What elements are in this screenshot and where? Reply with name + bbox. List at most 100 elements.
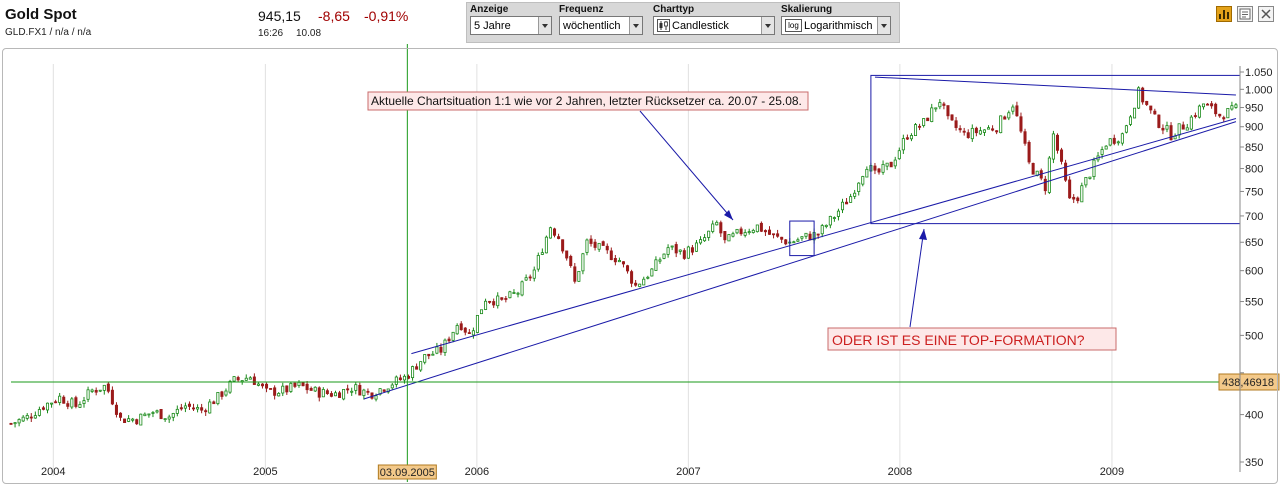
candle — [41, 405, 45, 411]
candle-body — [277, 393, 281, 397]
candle-body — [1120, 133, 1124, 144]
candle-body — [1003, 116, 1007, 120]
price-change: -8,65 — [318, 8, 350, 24]
candle-body — [289, 382, 293, 392]
candle — [212, 400, 216, 405]
candle — [755, 224, 759, 233]
candle-body — [966, 132, 970, 138]
candle — [918, 123, 922, 131]
instrument-subtitle: GLD.FX1 / n/a / n/a — [5, 27, 92, 38]
candle — [281, 382, 285, 397]
candle — [192, 403, 196, 412]
skalierung-select[interactable]: log Logarithmisch — [781, 16, 891, 35]
candle-body — [427, 353, 431, 357]
candle — [118, 412, 123, 421]
candle — [135, 418, 139, 425]
candle — [1234, 103, 1238, 109]
candle — [167, 414, 171, 423]
candle-body — [792, 241, 796, 244]
candle — [540, 248, 544, 255]
candle — [508, 290, 512, 299]
price-chart[interactable]: 03.09.2005 438,46918 350 400 500 550 600 650 70… — [0, 44, 1280, 486]
candle-body — [557, 236, 561, 239]
candle — [451, 331, 455, 343]
bar-chart-icon[interactable] — [1216, 6, 1232, 22]
candle-body — [208, 401, 212, 414]
candle — [845, 198, 849, 205]
candle-body — [974, 127, 978, 134]
chart-area: 03.09.2005 438,46918 350 400 500 550 600 650 70… — [0, 44, 1280, 486]
candle-body — [528, 276, 532, 279]
candle-body — [13, 422, 17, 425]
candle-body — [553, 228, 557, 236]
candle — [589, 235, 593, 247]
candle — [780, 236, 784, 244]
charttyp-select[interactable]: Candlestick — [653, 16, 775, 35]
chevron-down-icon[interactable] — [629, 17, 642, 34]
candle-body — [536, 255, 540, 270]
candle-body — [74, 397, 78, 407]
chevron-down-icon[interactable] — [877, 17, 890, 34]
close-icon[interactable] — [1258, 6, 1274, 22]
candle-body — [475, 315, 479, 333]
candle-body — [402, 375, 406, 381]
candle-body — [674, 244, 678, 254]
frequenz-value: wöchentlich — [563, 20, 621, 32]
candle-body — [889, 161, 893, 168]
candle — [475, 315, 479, 334]
candle — [950, 114, 954, 121]
chevron-down-icon[interactable] — [761, 17, 774, 34]
candle — [690, 244, 694, 256]
candle-body — [1201, 103, 1206, 108]
candle — [970, 124, 974, 142]
candle — [703, 234, 707, 242]
candle — [853, 189, 857, 200]
candle — [995, 130, 999, 135]
candle — [492, 298, 496, 308]
candle-body — [581, 253, 585, 272]
candle — [553, 227, 557, 238]
candle — [674, 241, 678, 258]
candle-body — [1007, 112, 1011, 119]
candle — [1011, 104, 1015, 115]
candle-body — [1100, 149, 1104, 155]
candle — [463, 327, 467, 336]
candle — [569, 254, 573, 268]
candle-body — [362, 389, 366, 396]
candle-body — [905, 137, 909, 140]
candle — [978, 126, 982, 136]
candle — [455, 323, 459, 335]
candle — [832, 216, 836, 222]
candle — [1088, 176, 1092, 180]
candle-body — [520, 281, 524, 296]
candle — [609, 247, 613, 261]
candle-body — [447, 338, 451, 342]
candle-body — [780, 236, 784, 240]
candle-body — [459, 323, 463, 331]
candle-body — [1218, 113, 1222, 117]
candle-body — [439, 346, 443, 353]
news-icon[interactable] — [1237, 6, 1253, 22]
candle — [459, 321, 463, 331]
annotation-arrow-head — [724, 210, 733, 220]
candle — [735, 228, 739, 235]
candle — [1181, 121, 1185, 130]
crosshair-y-label: 438,46918 — [1222, 377, 1274, 389]
candle-body — [1197, 105, 1201, 118]
chevron-down-icon[interactable] — [538, 17, 551, 34]
anzeige-select[interactable]: 5 Jahre — [470, 16, 552, 35]
candle — [909, 133, 913, 142]
candle — [431, 350, 435, 356]
candle-body — [1015, 105, 1019, 117]
candle — [840, 198, 845, 214]
candle-body — [248, 377, 252, 380]
candle-body — [118, 412, 123, 418]
frequenz-select[interactable]: wöchentlich — [559, 16, 643, 35]
candle — [1092, 157, 1096, 180]
candle-body — [699, 239, 703, 244]
candle — [127, 415, 131, 423]
candle-body — [333, 392, 338, 397]
candle-body — [670, 245, 674, 248]
candle — [1068, 176, 1072, 199]
candle — [926, 117, 930, 122]
